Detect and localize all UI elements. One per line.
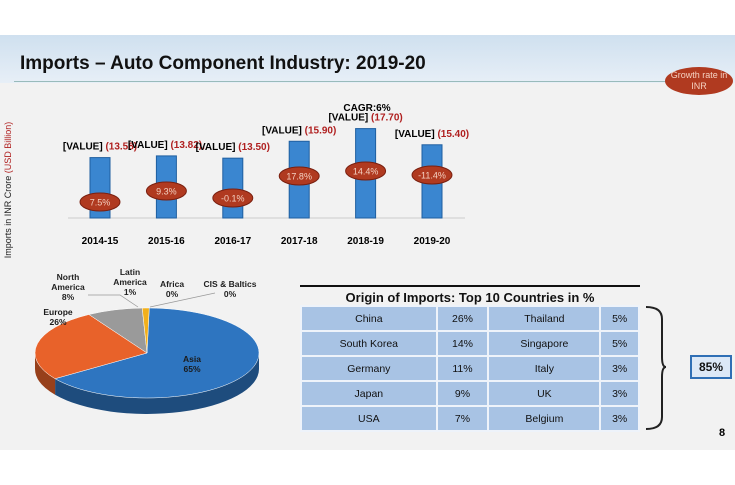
table-cell: 9% bbox=[435, 380, 490, 407]
category-label: 2018-19 bbox=[347, 236, 384, 247]
table-cell: UK bbox=[487, 380, 602, 407]
brace-icon bbox=[645, 306, 667, 430]
bar bbox=[222, 157, 244, 219]
chart-title: CAGR:6% bbox=[343, 103, 390, 114]
growth-oval bbox=[411, 165, 453, 185]
category-label: 2016-17 bbox=[214, 236, 251, 247]
table-cell: 3% bbox=[599, 355, 640, 382]
table-cell: Thailand bbox=[487, 305, 602, 332]
category-label: 2014-15 bbox=[82, 236, 119, 247]
pie-label: Latin bbox=[120, 267, 140, 277]
pie-label: 26% bbox=[49, 317, 66, 327]
growth-oval bbox=[278, 166, 320, 186]
data-label: [VALUE] (13.82), bbox=[128, 140, 205, 151]
pie-label: North bbox=[57, 272, 80, 282]
table-cell: Singapore bbox=[487, 330, 602, 357]
growth-label: 9.3% bbox=[156, 187, 177, 197]
table-cell: 3% bbox=[599, 380, 640, 407]
pie-label: 65% bbox=[183, 364, 200, 374]
data-label: [VALUE] (13.58) bbox=[63, 142, 137, 153]
leader-line bbox=[149, 292, 216, 308]
table-row: USA 7% Belgium 3% bbox=[300, 405, 640, 432]
pie-label: CIS & Baltics bbox=[204, 279, 257, 289]
pie-slice bbox=[141, 307, 150, 354]
table-cell: 11% bbox=[435, 355, 490, 382]
pie-slice-side bbox=[55, 353, 259, 415]
pie-label: America bbox=[113, 277, 147, 287]
table-cell: Germany bbox=[300, 355, 438, 382]
table-row: Germany 11% Italy 3% bbox=[300, 355, 640, 382]
page-number: 8 bbox=[719, 427, 726, 439]
pie-label: 8% bbox=[62, 292, 75, 302]
data-label: [VALUE] (15.90) bbox=[262, 125, 336, 136]
pie-label: 1% bbox=[124, 287, 137, 297]
growth-oval bbox=[145, 181, 187, 201]
table-cell: South Korea bbox=[300, 330, 438, 357]
growth-oval bbox=[212, 188, 254, 208]
pie-slice-side bbox=[35, 353, 56, 395]
header-band bbox=[0, 35, 735, 83]
countries-table: China 26% Thailand 5% South Korea 14% Singapor… bbox=[300, 305, 640, 432]
growth-label: 17.8% bbox=[286, 172, 312, 182]
table-cell: 26% bbox=[435, 305, 490, 332]
table-cell: USA bbox=[300, 405, 438, 432]
pie-slice bbox=[54, 307, 260, 399]
category-label: 2019-20 bbox=[414, 236, 451, 247]
charts-svg: CAGR:6% [VALUE] (13.58) 7.5% 2014-15 [VALUE]… bbox=[34, 103, 469, 415]
table-cell: 3% bbox=[599, 405, 640, 432]
title-divider bbox=[14, 81, 719, 82]
growth-legend: Growth rate in INR bbox=[665, 67, 733, 95]
table-cell: 5% bbox=[599, 330, 640, 357]
data-label: [VALUE] (15.40) bbox=[395, 129, 469, 140]
table-cell: Japan bbox=[300, 380, 438, 407]
growth-oval bbox=[345, 161, 387, 181]
category-label: 2017-18 bbox=[281, 236, 318, 247]
pie-label: 0% bbox=[166, 289, 179, 299]
pie-slice bbox=[34, 314, 148, 379]
pie-label: America bbox=[51, 282, 85, 292]
slide: Imports – Auto Component Industry: 2019-… bbox=[0, 35, 735, 450]
table-title: Origin of Imports: Top 10 Countries in % bbox=[300, 285, 640, 305]
pie-label: 0% bbox=[224, 289, 237, 299]
table-cell: 7% bbox=[435, 405, 490, 432]
data-label: [VALUE] (17.70) bbox=[328, 113, 402, 124]
category-label: 2015-16 bbox=[148, 236, 185, 247]
data-label: [VALUE] (13.50) bbox=[196, 142, 270, 153]
table-row: Japan 9% UK 3% bbox=[300, 380, 640, 407]
table-cell: 5% bbox=[599, 305, 640, 332]
growth-label: 14.4% bbox=[353, 167, 379, 177]
table-row: South Korea 14% Singapore 5% bbox=[300, 330, 640, 357]
pie-label: Europe bbox=[43, 307, 73, 317]
pie-label: Africa bbox=[160, 279, 184, 289]
table-cell: 14% bbox=[435, 330, 490, 357]
growth-label: -11.4% bbox=[418, 171, 446, 181]
growth-label: 7.5% bbox=[90, 198, 111, 208]
leader-line bbox=[88, 294, 139, 308]
table-cell: Italy bbox=[487, 355, 602, 382]
pie-label: Asia bbox=[183, 354, 201, 364]
growth-oval bbox=[79, 192, 121, 212]
total-share-box: 85% bbox=[690, 355, 732, 379]
growth-label: -0.1% bbox=[221, 194, 245, 204]
table-cell: Belgium bbox=[487, 405, 602, 432]
table-row: China 26% Thailand 5% bbox=[300, 305, 640, 332]
table-cell: China bbox=[300, 305, 438, 332]
slide-title: Imports – Auto Component Industry: 2019-… bbox=[20, 53, 426, 74]
